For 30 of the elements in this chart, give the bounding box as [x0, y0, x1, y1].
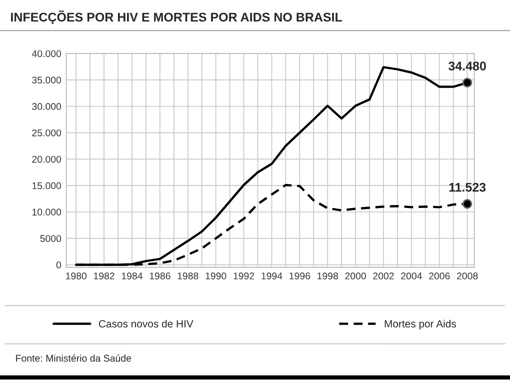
y-tick-label: 20.000	[32, 156, 62, 163]
x-tick-label: 1988	[178, 272, 198, 280]
x-tick-label: 1994	[262, 272, 282, 280]
y-tick-label: 35.000	[32, 76, 62, 84]
legend-label: Mortes por Aids	[384, 320, 456, 330]
x-tick-label: 1998	[318, 272, 338, 280]
annotation: 34.480	[448, 62, 486, 70]
y-tick-label: 40.000	[32, 50, 62, 58]
y-tick-label: 5000	[40, 235, 62, 242]
x-tick-label: 2002	[373, 272, 394, 280]
x-tick-label: 1982	[94, 272, 114, 280]
chart-title: INFECÇÕES POR HIV E MORTES POR AIDS NO BRASIL	[11, 10, 342, 24]
x-tick-label: 1996	[290, 272, 310, 280]
x-tick-label: 2006	[429, 272, 450, 280]
x-tick-label: 2000	[345, 272, 366, 280]
legend-label: Casos novos de HIV	[98, 320, 194, 328]
x-tick-label: 1984	[122, 272, 142, 280]
x-tick-label: 1992	[234, 272, 254, 280]
y-tick-label: 30.000	[32, 103, 62, 110]
y-tick-label: 10.000	[32, 208, 62, 216]
x-tick-label: 1986	[150, 272, 170, 280]
x-tick-label: 2008	[456, 272, 478, 280]
y-tick-label: 0	[56, 261, 62, 268]
x-tick-label: 2004	[401, 272, 422, 280]
y-tick-label: 15.000	[32, 182, 62, 190]
x-tick-label: 1980	[66, 272, 87, 280]
x-tick-label: 1990	[206, 272, 226, 280]
y-tick-label: 25.000	[32, 129, 62, 136]
source-note: Fonte: Ministério da Saúde	[16, 354, 132, 362]
annotation: 11.523	[449, 182, 486, 192]
